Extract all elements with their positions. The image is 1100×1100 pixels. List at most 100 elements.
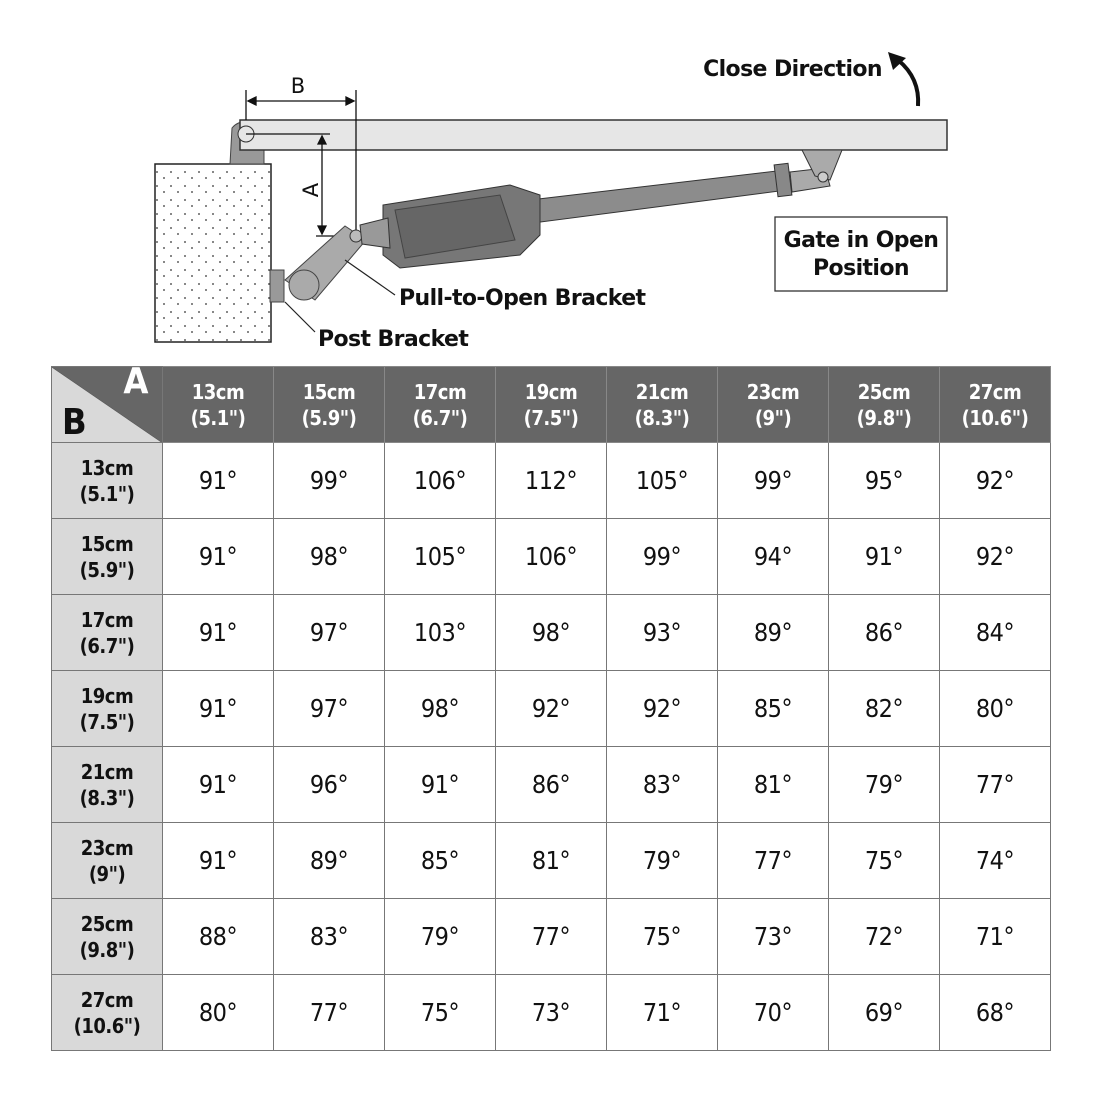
table-row: 23cm (9") 91° 89° 85° 81° 79° 77° 75° 74°	[51, 822, 1051, 899]
angle-cell: 73°	[717, 898, 829, 975]
angle-cell: 75°	[606, 898, 718, 975]
row-header-inch: (7.5")	[79, 709, 135, 734]
angle-cell: 92°	[606, 670, 718, 747]
table-row: 27cm (10.6") 80° 77° 75° 73° 71° 70° 69° 68°	[51, 974, 1051, 1051]
row-header-inch: (8.3")	[79, 785, 135, 810]
angle-cell: 92°	[495, 670, 607, 747]
gate-opener-installation-diagram: B A Close Direction Gate in Open Positio…	[154, 52, 948, 352]
post-bracket-label: Post Bracket	[318, 327, 469, 352]
row-header-cm: 13cm	[80, 455, 134, 480]
angle-cell: 74°	[939, 822, 1051, 899]
column-header-a: 23cm (9")	[717, 366, 829, 443]
angle-cell: 91°	[384, 746, 496, 823]
angle-cell: 79°	[384, 898, 496, 975]
angle-cell: 103°	[384, 594, 496, 671]
angle-cell: 80°	[939, 670, 1051, 747]
row-header-cm: 21cm	[80, 759, 134, 784]
angle-cell: 86°	[828, 594, 940, 671]
column-header-cm: 19cm	[524, 379, 578, 404]
row-header-inch: (10.6")	[73, 1013, 141, 1038]
angle-cell: 77°	[939, 746, 1051, 823]
angle-cell: 83°	[606, 746, 718, 823]
column-header-cm: 13cm	[191, 379, 245, 404]
pull-to-open-bracket-label: Pull-to-Open Bracket	[399, 286, 647, 311]
column-header-cm: 27cm	[968, 379, 1022, 404]
column-header-a: 13cm (5.1")	[162, 366, 274, 443]
table-header-row: A B 13cm (5.1") 15cm (5.9") 17cm (6.7") 19cm (7…	[51, 366, 1051, 443]
row-header-inch: (9")	[88, 861, 126, 886]
column-header-cm: 17cm	[413, 379, 467, 404]
angle-cell: 81°	[495, 822, 607, 899]
angle-cell: 71°	[606, 974, 718, 1051]
row-header-cm: 19cm	[80, 683, 134, 708]
angle-cell: 85°	[717, 670, 829, 747]
column-header-cm: 21cm	[635, 379, 689, 404]
angle-cell: 91°	[162, 518, 274, 595]
angle-cell: 106°	[495, 518, 607, 595]
table-row: 19cm (7.5") 91° 97° 98° 92° 92° 85° 82° 80°	[51, 670, 1051, 747]
row-header-inch: (5.9")	[79, 557, 135, 582]
row-header-inch: (6.7")	[79, 633, 135, 658]
close-direction-arrow-icon	[896, 58, 921, 107]
angle-cell: 80°	[162, 974, 274, 1051]
column-header-inch: (5.1")	[190, 405, 246, 430]
angle-cell: 106°	[384, 442, 496, 519]
angle-cell: 69°	[828, 974, 940, 1051]
column-header-a: 21cm (8.3")	[606, 366, 718, 443]
angle-cell: 72°	[828, 898, 940, 975]
row-header-cm: 27cm	[80, 987, 134, 1012]
row-header-b: 13cm (5.1")	[51, 442, 163, 519]
angle-cell: 91°	[828, 518, 940, 595]
angle-cell: 77°	[717, 822, 829, 899]
row-header-cm: 17cm	[80, 607, 134, 632]
angle-cell: 77°	[273, 974, 385, 1051]
angle-cell: 82°	[828, 670, 940, 747]
angle-cell: 92°	[939, 518, 1051, 595]
angle-cell: 79°	[828, 746, 940, 823]
column-header-a: 25cm (9.8")	[828, 366, 940, 443]
angle-cell: 91°	[162, 822, 274, 899]
dimension-a-label: A	[299, 182, 323, 197]
row-header-cm: 23cm	[80, 835, 134, 860]
post-bracket-plate	[288, 269, 320, 301]
gate-status-line2: Position	[813, 256, 909, 281]
table-row: 15cm (5.9") 91° 98° 105° 106° 99° 94° 91° 92°	[51, 518, 1051, 595]
column-header-inch: (8.3")	[634, 405, 690, 430]
angle-cell: 85°	[384, 822, 496, 899]
dimension-b-label: B	[291, 74, 305, 98]
angle-cell: 77°	[495, 898, 607, 975]
angle-cell: 89°	[273, 822, 385, 899]
angle-cell: 95°	[828, 442, 940, 519]
gate-status-line1: Gate in Open	[784, 228, 939, 253]
angle-cell: 94°	[717, 518, 829, 595]
angle-cell: 91°	[162, 670, 274, 747]
column-header-cm: 25cm	[857, 379, 911, 404]
table-row: 13cm (5.1") 91° 99° 106° 112° 105° 99° 95° 92°	[51, 442, 1051, 519]
angle-cell: 84°	[939, 594, 1051, 671]
angle-cell: 105°	[384, 518, 496, 595]
row-header-b: 15cm (5.9")	[51, 518, 163, 595]
angle-cell: 89°	[717, 594, 829, 671]
table-corner-cell: A B	[51, 366, 163, 443]
post-bracket	[269, 269, 285, 303]
row-header-b: 19cm (7.5")	[51, 670, 163, 747]
column-header-inch: (9")	[754, 405, 792, 430]
gate	[239, 119, 948, 151]
gate-status-box	[774, 216, 948, 292]
corner-b-label: B	[62, 402, 87, 443]
angle-cell: 68°	[939, 974, 1051, 1051]
angle-cell: 91°	[162, 746, 274, 823]
row-header-inch: (9.8")	[79, 937, 135, 962]
angle-cell: 86°	[495, 746, 607, 823]
row-header-cm: 25cm	[80, 911, 134, 936]
corner-a-label: A	[123, 366, 148, 402]
row-header-b: 25cm (9.8")	[51, 898, 163, 975]
row-header-inch: (5.1")	[79, 481, 135, 506]
row-header-b: 21cm (8.3")	[51, 746, 163, 823]
angle-cell: 91°	[162, 442, 274, 519]
table-row: 21cm (8.3") 91° 96° 91° 86° 83° 81° 79° 77°	[51, 746, 1051, 823]
angle-cell: 98°	[495, 594, 607, 671]
angle-cell: 70°	[717, 974, 829, 1051]
column-header-inch: (10.6")	[961, 405, 1029, 430]
angle-cell: 112°	[495, 442, 607, 519]
